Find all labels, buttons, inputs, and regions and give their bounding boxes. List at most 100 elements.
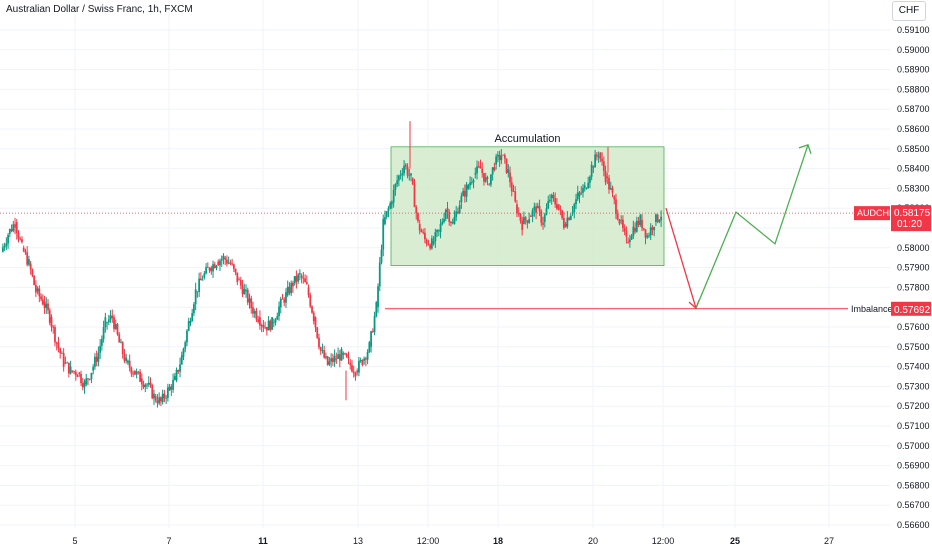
candle-body [40,296,42,300]
candle-body [220,259,223,261]
candle-body [316,327,319,338]
candle-body [142,384,145,388]
candle-body [88,378,91,380]
candle-body [524,217,527,221]
y-tick-label: 0.57300 [897,381,930,391]
candle-body [601,158,603,162]
candle-body [78,372,81,375]
candle-body [451,222,454,224]
candle-body [503,155,506,159]
candle-body [210,267,213,272]
candle-body [609,188,612,190]
candle-body [540,210,543,223]
candle-body [641,220,643,229]
candle-body [17,233,20,239]
candle-body [439,223,442,232]
candle-body [340,348,343,361]
candle-body [509,172,511,183]
candle-body [476,166,478,174]
candle-body [602,161,605,171]
candle-body [465,184,468,197]
candle-body [73,371,75,372]
candle-body [118,334,121,343]
candle-body [130,367,133,374]
candle-body [359,360,362,361]
candle-body [347,357,350,359]
candle-body [250,298,253,309]
x-tick-label: 13 [353,536,363,546]
candle-body [415,207,418,214]
candle-body [222,255,225,260]
candle-body [232,264,235,269]
candle-body [401,173,404,176]
candle-body [432,241,435,244]
candle-body [616,213,619,220]
candle-body [160,397,162,402]
candle-body [297,274,300,282]
candle-body [345,353,348,358]
candle-body [403,165,405,174]
candle-body [457,211,459,214]
candle-body [642,228,645,230]
candle-body [446,208,449,213]
price-axis[interactable]: 0.59100 0.59000 0.58900 0.58800 0.58700 0.586… [897,25,930,530]
y-tick-label: 0.57100 [897,421,930,431]
x-tick-label: 25 [730,536,740,546]
candle-body [67,362,70,374]
candle-body [248,298,251,303]
candle-body [259,317,261,326]
candle-body [191,313,194,322]
candle-body [144,384,147,388]
candle-body [582,187,584,193]
candle-body [358,360,360,373]
y-tick-label: 0.56900 [897,461,930,471]
candle-body [85,378,88,385]
candle-body [498,154,501,161]
candle-body [38,288,41,297]
candle-body [630,236,633,240]
candle-body [562,218,565,228]
candle-body [545,208,548,215]
candle-body [599,152,602,159]
candle-body [533,206,536,211]
candle-body [227,262,230,264]
time-axis[interactable]: 5 7 11 13 12:00 18 20 12:00 25 27 [72,536,834,546]
candle-body [443,218,445,222]
candle-body [241,285,244,295]
candle-body [371,331,374,333]
candle-body [483,173,485,182]
candle-body [305,282,308,284]
y-tick-label: 0.57800 [897,282,930,292]
candle-body [526,220,529,223]
candle-body [608,177,610,190]
candle-body [653,227,656,231]
candle-body [5,243,8,246]
candle-body [245,289,247,292]
candle-body [594,154,597,168]
candle-body [556,204,558,209]
candle-body [413,184,416,208]
candle-body [54,327,56,343]
candle-body [66,362,69,364]
candle-body [474,173,477,175]
candle-body [618,219,621,224]
candle-body [187,321,190,331]
candle-body [109,315,112,320]
candle-body [523,217,525,225]
candle-body [260,325,263,326]
candle-body [406,166,409,176]
candle-body [444,209,447,219]
candle-body [351,364,353,372]
currency-button[interactable]: CHF [892,1,926,21]
candle-body [430,238,433,249]
candle-body [100,338,103,346]
candle-body [31,269,34,276]
candle-body [396,180,399,185]
candle-body [74,371,77,376]
candle-body [651,227,654,231]
candle-body [206,267,209,269]
candle-body [132,373,135,375]
candle-body [319,347,322,351]
candle-body [80,374,82,384]
